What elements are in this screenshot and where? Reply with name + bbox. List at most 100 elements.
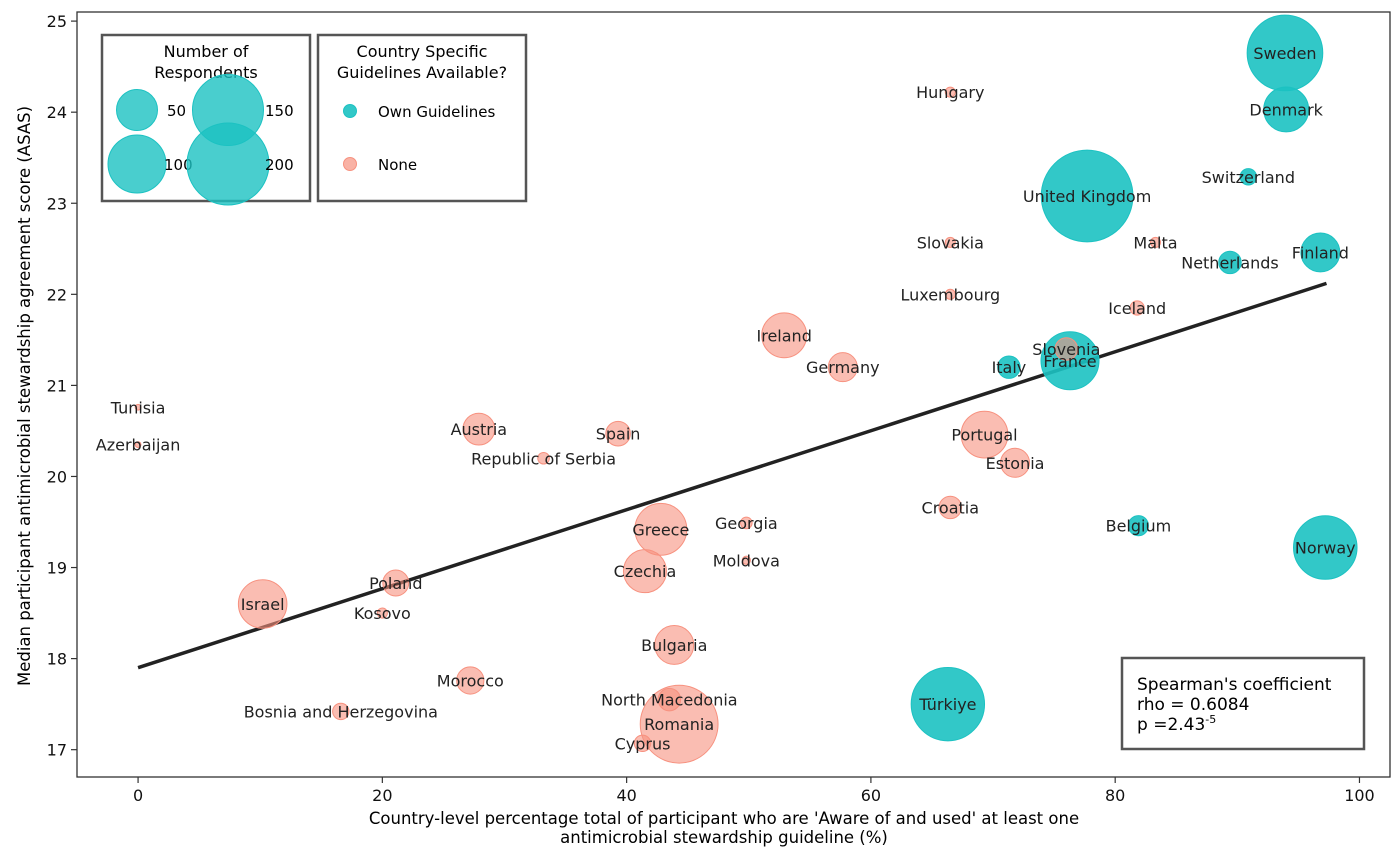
point-iceland — [1129, 300, 1145, 316]
label-slovenia: Slovenia — [1032, 340, 1100, 359]
label-austria: Austria — [451, 420, 508, 439]
color-legend-title-2: Guidelines Available? — [337, 63, 507, 82]
data-points — [134, 14, 1358, 764]
x-tick-label: 20 — [372, 786, 392, 805]
point-azerbaijan — [134, 441, 142, 448]
y-tick-label: 20 — [47, 467, 67, 486]
label-turkiye: Türkiye — [918, 695, 976, 714]
y-axis-title: Median participant antimicrobial steward… — [15, 106, 34, 686]
point-italy — [997, 355, 1021, 379]
y-tick-label: 21 — [47, 376, 67, 395]
y-tick-label: 24 — [47, 103, 67, 122]
label-bosnia-and-herzegovina: Bosnia and Herzegovina — [244, 702, 438, 721]
point-estonia — [1000, 447, 1031, 478]
label-ireland: Ireland — [757, 326, 812, 345]
point-austria — [462, 412, 496, 446]
point-spain — [605, 420, 631, 447]
label-netherlands: Netherlands — [1181, 253, 1279, 272]
point-turkiye — [910, 666, 986, 742]
point-croatia — [938, 495, 963, 520]
color-legend-marker-none — [343, 157, 357, 171]
point-israel — [237, 579, 288, 629]
label-portugal: Portugal — [951, 426, 1017, 445]
point-czechia — [622, 549, 667, 594]
point-kosovo — [376, 607, 388, 619]
point-portugal — [960, 410, 1009, 459]
label-spain: Spain — [596, 425, 641, 444]
label-italy: Italy — [992, 358, 1027, 377]
point-cyprus — [633, 734, 652, 753]
point-north-macedonia — [657, 687, 682, 712]
color-legend-label-own: Own Guidelines — [378, 103, 495, 121]
spearman-p-base: p =2.43 — [1137, 715, 1205, 735]
point-ireland — [761, 312, 808, 359]
label-romania: Romania — [644, 715, 714, 734]
label-denmark: Denmark — [1249, 100, 1323, 119]
x-axis-title-line-1: Country-level percentage total of partic… — [369, 809, 1079, 828]
point-bulgaria — [654, 624, 695, 665]
label-georgia: Georgia — [715, 514, 778, 533]
y-tick-label: 17 — [47, 741, 67, 760]
color-legend-marker-own — [343, 104, 357, 118]
x-tick-label: 40 — [616, 786, 636, 805]
label-iceland: Iceland — [1108, 299, 1166, 318]
trend-line-group — [137, 281, 1328, 670]
point-united-kingdom — [1040, 149, 1134, 243]
x-tick-label: 60 — [861, 786, 881, 805]
spearman-rho: rho = 0.6084 — [1137, 695, 1249, 715]
label-luxembourg: Luxembourg — [900, 285, 1000, 304]
label-poland: Poland — [369, 574, 422, 593]
label-bulgaria: Bulgaria — [641, 636, 707, 655]
size-legend-label-200: 200 — [265, 156, 294, 174]
color-legend-label-none: None — [378, 156, 417, 174]
axes: 0 20 40 60 80 100 17 18 19 20 21 22 23 24 25 — [47, 11, 1391, 805]
point-morocco — [456, 666, 485, 695]
plot-frame — [76, 11, 1391, 778]
size-legend-bubble-200 — [186, 122, 270, 206]
y-tick-label: 19 — [47, 559, 67, 578]
x-axis-title-line-2: antimicrobial stewardship guideline (%) — [560, 828, 888, 847]
label-kosovo: Kosovo — [354, 604, 411, 623]
label-moldova: Moldova — [713, 551, 780, 570]
label-czechia: Czechia — [614, 562, 677, 581]
label-norway: Norway — [1295, 539, 1356, 558]
point-slovenia — [1054, 337, 1079, 361]
spearman-box-frame — [1120, 656, 1366, 751]
y-tick-label: 22 — [47, 285, 67, 304]
label-switzerland: Switzerland — [1202, 168, 1295, 187]
point-luxembourg — [944, 288, 956, 300]
point-slovakia — [944, 236, 956, 248]
point-georgia — [740, 516, 753, 530]
size-legend-label-50: 50 — [167, 102, 186, 120]
y-tick-label: 23 — [47, 194, 67, 213]
point-germany — [827, 352, 858, 383]
label-france: France — [1043, 352, 1096, 371]
label-israel: Israel — [241, 595, 285, 614]
point-republic-of-serbia — [537, 451, 550, 465]
label-malta: Malta — [1133, 233, 1177, 252]
label-slovakia: Slovakia — [917, 233, 984, 252]
point-belgium — [1127, 515, 1149, 537]
point-norway — [1292, 515, 1358, 580]
point-tunisia — [134, 403, 142, 411]
point-netherlands — [1218, 250, 1242, 275]
point-switzerland — [1239, 168, 1258, 186]
label-estonia: Estonia — [986, 454, 1045, 473]
label-azerbaijan: Azerbaijan — [96, 436, 181, 455]
size-legend-bubble-100 — [107, 134, 167, 194]
point-poland — [382, 569, 410, 597]
size-legend-label-100: 100 — [164, 156, 193, 174]
color-legend-frame — [316, 33, 528, 203]
size-legend-title-1: Number of — [164, 42, 249, 61]
label-tunisia: Tunisia — [110, 398, 166, 417]
point-malta — [1149, 236, 1162, 248]
color-legend: Country Specific Guidelines Available? O… — [316, 33, 528, 203]
label-croatia: Croatia — [922, 498, 980, 517]
point-denmark — [1263, 86, 1310, 133]
point-labels: Sweden Denmark United Kingdom Switzerland Fi… — [96, 44, 1356, 753]
x-tick-label: 100 — [1344, 786, 1375, 805]
label-cyprus: Cyprus — [615, 734, 671, 753]
x-tick-label: 80 — [1105, 786, 1125, 805]
